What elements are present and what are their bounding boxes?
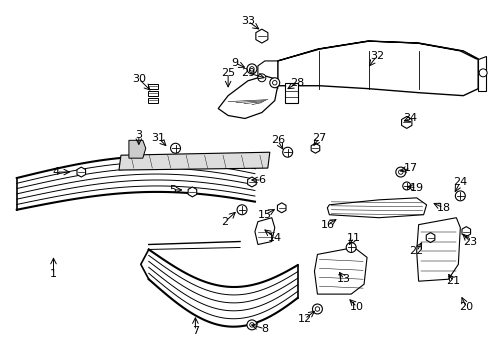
Text: 30: 30 [132, 74, 146, 84]
Text: 32: 32 [370, 51, 384, 61]
Polygon shape [277, 203, 286, 213]
Polygon shape [278, 41, 478, 61]
Polygon shape [218, 76, 278, 118]
Text: 7: 7 [192, 326, 199, 336]
Circle shape [396, 167, 406, 177]
Polygon shape [188, 187, 196, 197]
Text: 19: 19 [410, 183, 424, 193]
Circle shape [283, 147, 293, 157]
Polygon shape [278, 41, 478, 96]
Polygon shape [402, 117, 412, 129]
Text: 9: 9 [231, 58, 239, 68]
Text: 28: 28 [291, 78, 305, 88]
Text: 18: 18 [437, 203, 450, 213]
Polygon shape [285, 83, 297, 103]
Polygon shape [311, 143, 320, 153]
Polygon shape [416, 218, 460, 281]
Text: 14: 14 [268, 233, 282, 243]
Polygon shape [426, 233, 435, 243]
Text: 23: 23 [463, 237, 477, 247]
Text: 4: 4 [53, 167, 60, 177]
Circle shape [272, 81, 277, 85]
Bar [148, 84, 158, 89]
Polygon shape [258, 61, 278, 93]
Text: 1: 1 [50, 269, 57, 279]
Text: 29: 29 [241, 68, 255, 78]
Text: 24: 24 [453, 177, 467, 187]
Circle shape [313, 304, 322, 314]
Polygon shape [129, 140, 146, 158]
Polygon shape [315, 247, 367, 294]
Circle shape [455, 191, 466, 201]
Circle shape [250, 67, 254, 71]
Circle shape [270, 78, 280, 88]
Text: 10: 10 [350, 302, 364, 312]
Circle shape [479, 69, 487, 77]
Text: 16: 16 [320, 220, 334, 230]
Text: 12: 12 [297, 314, 312, 324]
Polygon shape [478, 56, 486, 91]
Bar [148, 98, 158, 103]
Text: 15: 15 [258, 210, 272, 220]
Text: 33: 33 [241, 16, 255, 26]
Text: 20: 20 [459, 302, 473, 312]
Circle shape [237, 205, 247, 215]
Polygon shape [255, 218, 275, 244]
Circle shape [346, 243, 356, 252]
Polygon shape [256, 29, 268, 43]
Text: 27: 27 [312, 133, 326, 143]
Text: 6: 6 [258, 175, 266, 185]
Circle shape [247, 64, 257, 74]
Text: 25: 25 [221, 68, 235, 78]
Polygon shape [119, 152, 270, 170]
Text: 3: 3 [135, 130, 142, 140]
Text: 21: 21 [446, 276, 461, 286]
Text: 8: 8 [261, 324, 269, 334]
Circle shape [171, 143, 180, 153]
Text: 5: 5 [169, 185, 176, 195]
Text: 2: 2 [221, 217, 229, 227]
Circle shape [403, 182, 411, 190]
Circle shape [247, 320, 257, 330]
Text: 17: 17 [404, 163, 418, 173]
Text: 13: 13 [337, 274, 351, 284]
Text: 31: 31 [152, 133, 166, 143]
Circle shape [315, 307, 319, 311]
Text: 26: 26 [270, 135, 285, 145]
Polygon shape [462, 227, 470, 237]
Polygon shape [327, 198, 427, 218]
Polygon shape [247, 177, 256, 187]
Circle shape [258, 74, 266, 82]
Circle shape [398, 170, 403, 174]
Text: 22: 22 [410, 247, 424, 256]
Text: 11: 11 [347, 233, 361, 243]
Bar [148, 91, 158, 96]
Circle shape [250, 323, 254, 327]
Polygon shape [77, 167, 86, 177]
Text: 34: 34 [404, 113, 418, 123]
